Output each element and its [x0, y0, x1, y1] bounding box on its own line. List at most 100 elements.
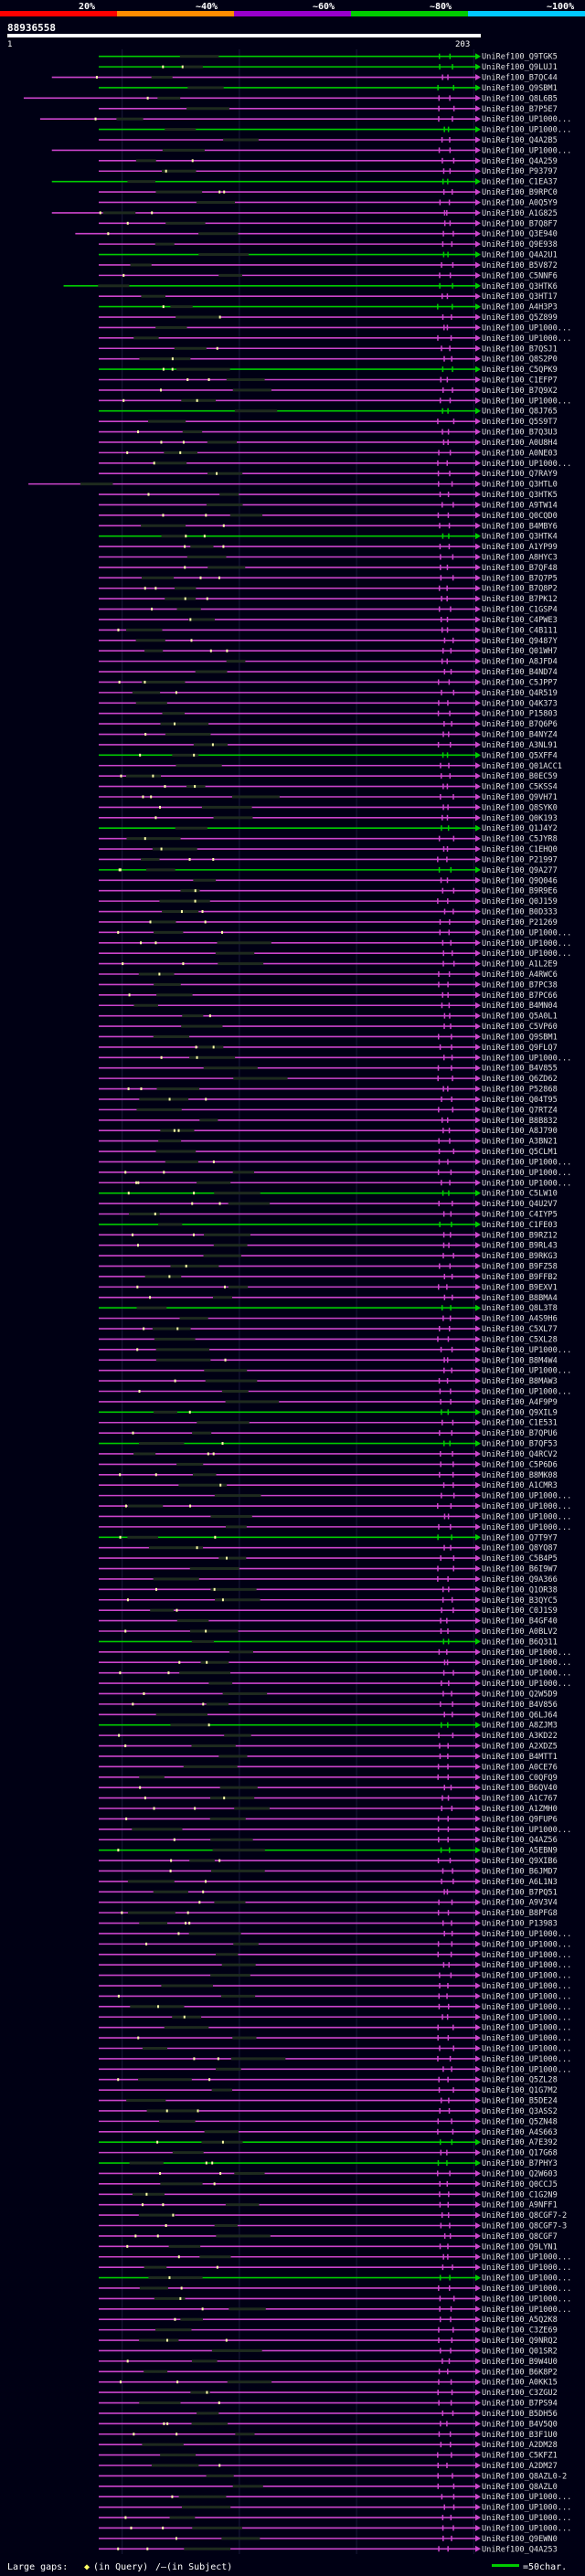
- hit-label[interactable]: UniRef100_Q1G7M2: [482, 2086, 558, 2095]
- hit-label[interactable]: UniRef100_Q3HTL0: [482, 481, 558, 490]
- hit-label[interactable]: UniRef100_A0NE03: [482, 449, 558, 458]
- hit-label[interactable]: UniRef100_B8MAW3: [482, 1377, 558, 1386]
- hit-label[interactable]: UniRef100_B5V872: [482, 261, 558, 270]
- hit-label[interactable]: UniRef100_Q3HTK6: [482, 282, 558, 292]
- hit-label[interactable]: UniRef100_Q5ZL28: [482, 2076, 558, 2085]
- hit-label[interactable]: UniRef100_B6JMD7: [482, 1867, 558, 1876]
- hit-label[interactable]: UniRef100_A1C767: [482, 1795, 558, 1804]
- hit-label[interactable]: UniRef100_Q0CQD0: [482, 512, 558, 521]
- hit-label[interactable]: UniRef100_Q9XIL9: [482, 1408, 558, 1417]
- hit-label[interactable]: UniRef100_UP1000...: [482, 2306, 571, 2315]
- hit-label[interactable]: UniRef100_UP1000...: [482, 2013, 571, 2022]
- hit-label[interactable]: UniRef100_C4PWE3: [482, 616, 558, 625]
- hit-label[interactable]: UniRef100_Q9A277: [482, 866, 558, 875]
- hit-label[interactable]: UniRef100_UP1000...: [482, 1492, 571, 1501]
- hit-label[interactable]: UniRef100_UP1000...: [482, 2284, 571, 2294]
- hit-label[interactable]: UniRef100_B7Q8F7: [482, 219, 558, 228]
- hit-label[interactable]: UniRef100_A1YP99: [482, 543, 558, 552]
- hit-label[interactable]: UniRef100_P21997: [482, 855, 558, 864]
- hit-label[interactable]: UniRef100_A0KK15: [482, 2379, 558, 2388]
- hit-label[interactable]: UniRef100_UP1000...: [482, 2504, 571, 2513]
- hit-label[interactable]: UniRef100_B7QSJ1: [482, 345, 558, 354]
- hit-label[interactable]: UniRef100_Q8AZL0: [482, 2483, 558, 2492]
- hit-label[interactable]: UniRef100_B9EXV1: [482, 1283, 558, 1292]
- hit-label[interactable]: UniRef100_B7Q8P2: [482, 585, 558, 594]
- hit-label[interactable]: UniRef100_Q04T95: [482, 1096, 558, 1105]
- hit-label[interactable]: UniRef100_A4F9P9: [482, 1398, 558, 1407]
- hit-label[interactable]: UniRef100_UP1000...: [482, 1054, 571, 1063]
- hit-label[interactable]: UniRef100_Q0K193: [482, 814, 558, 823]
- hit-label[interactable]: UniRef100_Q9NRQ2: [482, 2337, 558, 2346]
- hit-label[interactable]: UniRef100_B7PHY3: [482, 2159, 558, 2168]
- hit-label[interactable]: UniRef100_UP1000...: [482, 1659, 571, 1668]
- hit-label[interactable]: UniRef100_B9FFB2: [482, 1273, 558, 1282]
- hit-label[interactable]: UniRef100_UP1000...: [482, 126, 571, 135]
- hit-label[interactable]: UniRef100_UP1000...: [482, 460, 571, 469]
- hit-label[interactable]: UniRef100_C5XL77: [482, 1325, 558, 1334]
- hit-label[interactable]: UniRef100_B4V855: [482, 1065, 558, 1074]
- hit-label[interactable]: UniRef100_A0U8H4: [482, 439, 558, 448]
- hit-label[interactable]: UniRef100_B7PK12: [482, 595, 558, 604]
- hit-label[interactable]: UniRef100_Q8SYK0: [482, 803, 558, 812]
- hit-label[interactable]: UniRef100_Q9A366: [482, 1575, 558, 1585]
- hit-label[interactable]: UniRef100_B7P5E7: [482, 105, 558, 114]
- hit-label[interactable]: UniRef100_UP1000...: [482, 2274, 571, 2284]
- hit-label[interactable]: UniRef100_UP1000...: [482, 1648, 571, 1658]
- hit-label[interactable]: UniRef100_Q6LJ64: [482, 1711, 558, 1720]
- hit-label[interactable]: UniRef100_UP1000...: [482, 2263, 571, 2273]
- hit-label[interactable]: UniRef100_C1G2N9: [482, 2190, 558, 2200]
- hit-label[interactable]: UniRef100_UP1000...: [482, 334, 571, 344]
- hit-label[interactable]: UniRef100_B4NYZ4: [482, 731, 558, 740]
- hit-label[interactable]: UniRef100_Q4A253: [482, 2545, 558, 2554]
- hit-label[interactable]: UniRef100_B5DE24: [482, 2097, 558, 2106]
- hit-label[interactable]: UniRef100_B4MN04: [482, 1002, 558, 1011]
- hit-label[interactable]: UniRef100_A2DM28: [482, 2441, 558, 2450]
- hit-label[interactable]: UniRef100_Q9XIB6: [482, 1857, 558, 1866]
- hit-label[interactable]: UniRef100_B7PQ51: [482, 1888, 558, 1897]
- hit-label[interactable]: UniRef100_UP1000...: [482, 115, 571, 124]
- hit-label[interactable]: UniRef100_B9RKG3: [482, 1252, 558, 1261]
- hit-label[interactable]: UniRef100_UP1000...: [482, 2493, 571, 2502]
- hit-label[interactable]: UniRef100_UP1000...: [482, 2514, 571, 2523]
- hit-label[interactable]: UniRef100_B6Q311: [482, 1638, 558, 1647]
- hit-label[interactable]: UniRef100_Q5XFF4: [482, 751, 558, 760]
- hit-label[interactable]: UniRef100_C5QPK9: [482, 366, 558, 375]
- hit-label[interactable]: UniRef100_C5KFZ1: [482, 2452, 558, 2461]
- hit-label[interactable]: UniRef100_B5DH56: [482, 2410, 558, 2419]
- hit-label[interactable]: UniRef100_B4MBY6: [482, 522, 558, 531]
- hit-label[interactable]: UniRef100_B7PC38: [482, 981, 558, 990]
- hit-label[interactable]: UniRef100_C5LW10: [482, 1190, 558, 1199]
- hit-label[interactable]: UniRef100_B7QF53: [482, 1440, 558, 1449]
- hit-label[interactable]: UniRef100_A0BLV2: [482, 1627, 558, 1637]
- hit-label[interactable]: UniRef100_Q7T9Y7: [482, 1533, 558, 1542]
- hit-label[interactable]: UniRef100_C5KSS4: [482, 783, 558, 792]
- hit-label[interactable]: UniRef100_C5VP60: [482, 1023, 558, 1032]
- hit-label[interactable]: UniRef100_Q3ASS2: [482, 2107, 558, 2116]
- hit-label[interactable]: UniRef100_B4ND74: [482, 668, 558, 677]
- hit-label[interactable]: UniRef100_Q4A2U1: [482, 251, 558, 260]
- hit-label[interactable]: UniRef100_A8ZJM3: [482, 1722, 558, 1731]
- hit-label[interactable]: UniRef100_Q5S9T7: [482, 418, 558, 427]
- hit-label[interactable]: UniRef100_Q4A2B5: [482, 136, 558, 145]
- hit-label[interactable]: UniRef100_A7E392: [482, 2138, 558, 2147]
- hit-label[interactable]: UniRef100_Q8L6B5: [482, 94, 558, 103]
- hit-label[interactable]: UniRef100_Q8CGF7-2: [482, 2211, 567, 2221]
- hit-label[interactable]: UniRef100_Q2W5D9: [482, 1690, 558, 1699]
- hit-label[interactable]: UniRef100_Q9SBM1: [482, 1033, 558, 1042]
- hit-label[interactable]: UniRef100_A9V3V4: [482, 1899, 558, 1908]
- hit-label[interactable]: UniRef100_A1ZMH0: [482, 1805, 558, 1814]
- hit-label[interactable]: UniRef100_Q3HT17: [482, 292, 558, 302]
- hit-label[interactable]: UniRef100_UP1000...: [482, 1388, 571, 1397]
- hit-label[interactable]: UniRef100_C5P6D6: [482, 1460, 558, 1469]
- hit-label[interactable]: UniRef100_C1EHQ0: [482, 845, 558, 854]
- hit-label[interactable]: UniRef100_Q3HTK4: [482, 533, 558, 542]
- hit-label[interactable]: UniRef100_B7QPU6: [482, 1429, 558, 1438]
- hit-label[interactable]: UniRef100_Q5ZN48: [482, 2117, 558, 2126]
- hit-label[interactable]: UniRef100_B6QV40: [482, 1784, 558, 1793]
- hit-label[interactable]: UniRef100_P93797: [482, 167, 558, 176]
- hit-label[interactable]: UniRef100_Q4U2V7: [482, 1200, 558, 1209]
- hit-label[interactable]: UniRef100_B8BMA4: [482, 1294, 558, 1303]
- hit-label[interactable]: UniRef100_C0QFQ9: [482, 1774, 558, 1783]
- hit-label[interactable]: UniRef100_A4H3P3: [482, 303, 558, 313]
- hit-label[interactable]: UniRef100_A1G825: [482, 209, 558, 218]
